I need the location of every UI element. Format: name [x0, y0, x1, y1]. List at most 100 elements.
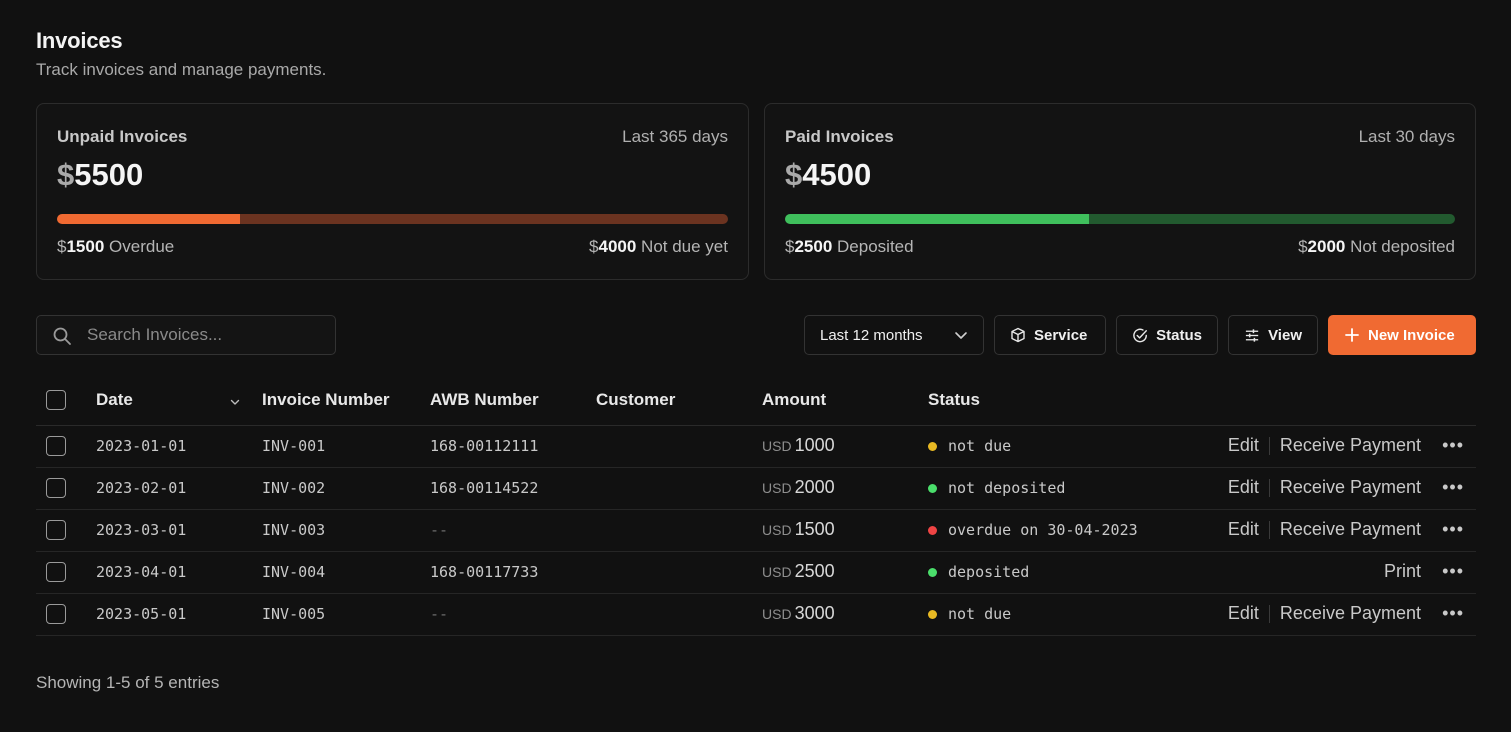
new-invoice-button[interactable]: New Invoice	[1328, 315, 1476, 355]
more-options-icon[interactable]: •••	[1442, 477, 1464, 497]
cell-amount: USD 3000	[762, 603, 835, 624]
card-label: Unpaid Invoices	[57, 127, 188, 146]
sliders-icon	[1245, 328, 1259, 342]
cell-status: not due	[928, 605, 1011, 623]
row-checkbox[interactable]	[46, 478, 66, 498]
currency-symbol: $	[57, 157, 75, 192]
date-range-select[interactable]: Last 12 months	[804, 315, 984, 355]
deposited-label: Deposited	[837, 237, 914, 256]
cell-invoice-number: INV-005	[262, 605, 326, 623]
edit-link[interactable]: Edit	[1227, 519, 1259, 539]
row-actions: Edit Receive Payment	[1228, 603, 1421, 624]
sort-chevron-down-icon[interactable]	[229, 396, 241, 408]
amount-value: 1500	[794, 519, 835, 539]
currency-code: USD	[762, 606, 792, 622]
overdue-amount: 1500	[66, 237, 105, 256]
receive-payment-link[interactable]: Receive Payment	[1279, 519, 1421, 539]
currency-code: USD	[762, 438, 792, 454]
view-label: View	[1268, 326, 1302, 344]
amount-value: 1000	[794, 435, 835, 455]
card-label: Paid Invoices	[785, 127, 894, 146]
select-all-checkbox[interactable]	[46, 390, 66, 410]
cell-invoice-number: INV-001	[262, 437, 326, 455]
search-input[interactable]	[87, 316, 327, 354]
status-text: not deposited	[948, 479, 1066, 497]
action-divider	[1268, 520, 1270, 539]
cell-invoice-number: INV-002	[262, 479, 326, 497]
cell-amount: USD 1500	[762, 519, 835, 540]
row-actions: Edit Receive Payment	[1228, 519, 1421, 540]
print-link[interactable]: Print	[1383, 561, 1421, 581]
column-status-header: Status	[928, 390, 980, 409]
column-amount-header: Amount	[762, 390, 827, 409]
cell-date: 2023-03-01	[96, 521, 187, 539]
currency-symbol: $	[785, 237, 795, 256]
cell-awb-number: 168-00114522	[430, 479, 539, 497]
receive-payment-link[interactable]: Receive Payment	[1279, 477, 1421, 497]
service-label: Service	[1034, 326, 1088, 344]
more-options-icon[interactable]: •••	[1442, 519, 1464, 539]
not-due-summary: $4000 Not due yet	[589, 237, 728, 257]
status-filter-button[interactable]: Status	[1116, 315, 1218, 355]
card-period: Last 365 days	[622, 127, 728, 146]
status-label: Status	[1156, 326, 1202, 344]
more-options-icon[interactable]: •••	[1442, 435, 1464, 455]
table-body: 2023-01-01 INV-001 168-00112111 USD 1000 not …	[36, 426, 1476, 636]
search-icon	[53, 327, 71, 345]
row-checkbox[interactable]	[46, 520, 66, 540]
card-period: Last 30 days	[1358, 127, 1455, 146]
unpaid-progress-bar	[57, 214, 728, 224]
cell-status: deposited	[928, 563, 1029, 581]
cell-status: overdue on 30-04-2023	[928, 521, 1138, 539]
progress-fill	[785, 214, 1090, 224]
row-checkbox[interactable]	[46, 562, 66, 582]
table-row: 2023-05-01 INV-005 -- USD 3000 not due Edit Rec…	[36, 594, 1476, 636]
column-customer-header: Customer	[596, 390, 676, 409]
edit-link[interactable]: Edit	[1227, 477, 1259, 497]
search-box[interactable]	[36, 315, 336, 355]
card-amount: $4500	[785, 157, 871, 193]
column-invoice-number-header: Invoice Number	[262, 390, 390, 409]
box-icon	[1011, 327, 1025, 343]
status-text: deposited	[948, 563, 1030, 581]
more-options-icon[interactable]: •••	[1442, 561, 1464, 581]
currency-symbol: $	[57, 237, 67, 256]
service-filter-button[interactable]: Service	[994, 315, 1106, 355]
paid-progress-bar	[785, 214, 1455, 224]
page-subtitle: Track invoices and manage payments.	[36, 60, 327, 79]
not-due-label: Not due yet	[641, 237, 728, 256]
cell-invoice-number: INV-004	[262, 563, 326, 581]
overdue-summary: $1500 Overdue	[57, 237, 174, 257]
row-checkbox[interactable]	[46, 436, 66, 456]
edit-link[interactable]: Edit	[1227, 603, 1259, 623]
cell-date: 2023-04-01	[96, 563, 187, 581]
currency-code: USD	[762, 564, 792, 580]
table-header: Date Invoice Number AWB Number Customer …	[36, 378, 1476, 426]
more-options-icon[interactable]: •••	[1442, 603, 1464, 623]
new-invoice-label: New Invoice	[1368, 326, 1455, 344]
amount-value: 2000	[794, 477, 835, 497]
cell-awb-number: 168-00117733	[430, 563, 539, 581]
currency-code: USD	[762, 522, 792, 538]
cell-awb-number: 168-00112111	[430, 437, 539, 455]
table-row: 2023-02-01 INV-002 168-00114522 USD 2000 not …	[36, 468, 1476, 510]
amount-value: 5500	[74, 157, 144, 192]
receive-payment-link[interactable]: Receive Payment	[1279, 603, 1421, 623]
row-checkbox[interactable]	[46, 604, 66, 624]
edit-link[interactable]: Edit	[1227, 435, 1259, 455]
status-dot	[928, 525, 937, 535]
pagination-summary: Showing 1-5 of 5 entries	[36, 673, 220, 692]
currency-symbol: $	[589, 237, 599, 256]
receive-payment-link[interactable]: Receive Payment	[1279, 435, 1421, 455]
not-deposited-amount: 2000	[1307, 237, 1346, 256]
currency-symbol: $	[1298, 237, 1308, 256]
chevron-down-icon	[955, 332, 967, 339]
unpaid-invoices-card: Unpaid Invoices Last 365 days $5500 $150…	[36, 103, 749, 280]
view-options-button[interactable]: View	[1228, 315, 1318, 355]
row-actions: Edit Receive Payment	[1228, 477, 1421, 498]
cell-awb-number: --	[430, 521, 449, 539]
column-date-header[interactable]: Date	[96, 390, 133, 409]
cell-date: 2023-05-01	[96, 605, 187, 623]
table-row: 2023-04-01 INV-004 168-00117733 USD 2500 depo…	[36, 552, 1476, 594]
not-due-amount: 4000	[598, 237, 637, 256]
